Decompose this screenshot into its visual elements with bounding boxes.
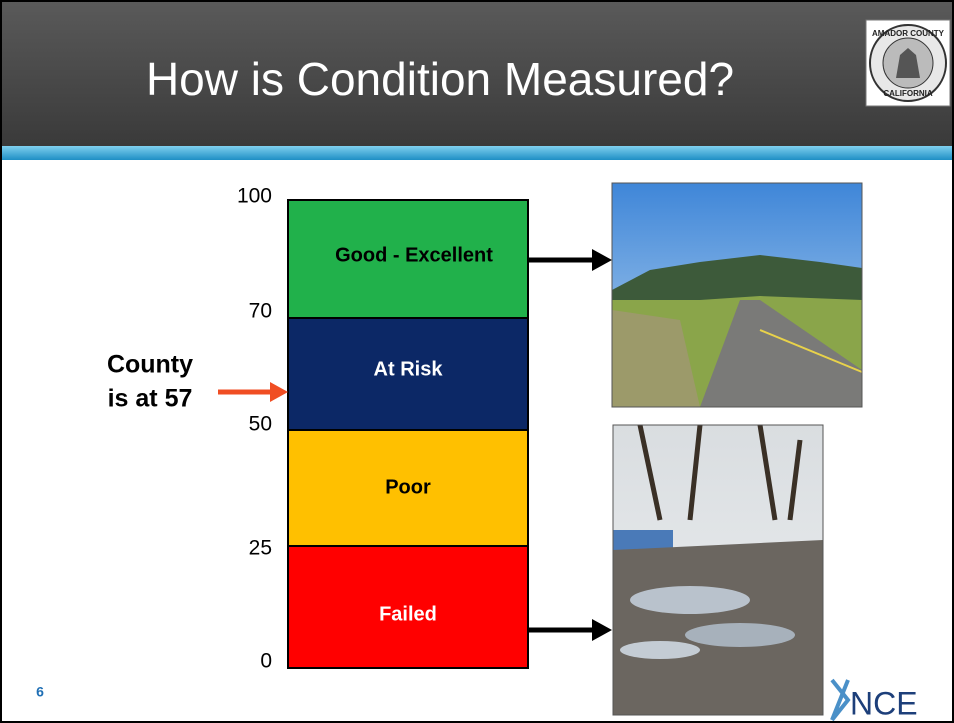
scale-label: 100 (237, 185, 272, 208)
company-logo: NCE (830, 678, 918, 721)
band-label: Failed (379, 603, 437, 625)
slide-title: How is Condition Measured? (146, 53, 734, 105)
callout-text: County (107, 351, 193, 379)
header-stripe (0, 146, 954, 160)
county-seal: AMADOR COUNTY CALIFORNIA (865, 19, 951, 107)
arrow (528, 249, 612, 271)
band-poor (287, 429, 529, 547)
band-label: Poor (385, 476, 431, 498)
band-failed (287, 545, 529, 669)
band-good (287, 199, 529, 319)
band-at-risk (287, 317, 529, 431)
header-bar (0, 0, 954, 146)
scale-label: 70 (249, 300, 272, 323)
band-label: Good - Excellent (335, 244, 493, 266)
red-arrow (218, 382, 288, 402)
photo-failed-road (612, 424, 824, 716)
callout-text: is at 57 (108, 385, 193, 413)
scale-label: 0 (260, 650, 272, 673)
seal-top-text: AMADOR COUNTY (872, 29, 945, 38)
seal-bottom-text: CALIFORNIA (883, 89, 933, 98)
slide-number: 6 (36, 684, 44, 700)
logo-text: NCE (850, 685, 918, 721)
scale-label: 25 (249, 537, 272, 560)
band-label: At Risk (374, 358, 444, 380)
scale-label: 50 (249, 413, 272, 436)
photo-good-road (611, 182, 863, 408)
arrow (528, 619, 612, 641)
